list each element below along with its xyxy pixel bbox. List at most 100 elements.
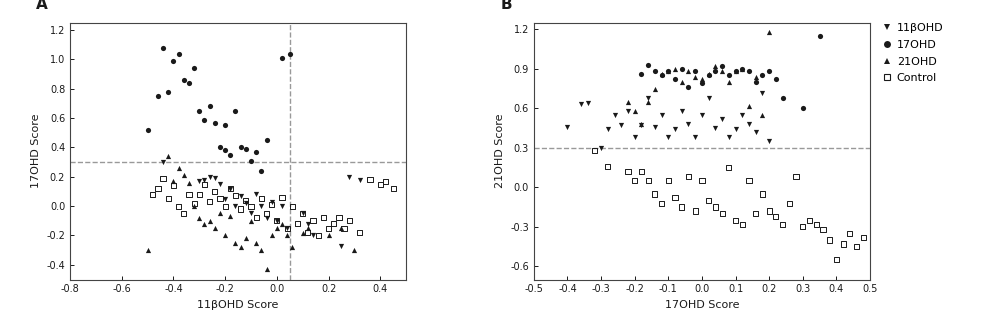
Point	[212, 196, 228, 202]
Point	[573, 102, 589, 107]
Point	[748, 79, 764, 84]
Point	[721, 73, 737, 78]
Point	[714, 116, 730, 122]
Point	[647, 191, 663, 197]
Point	[660, 69, 676, 74]
Point	[341, 174, 357, 179]
Point	[680, 122, 696, 127]
Point	[694, 81, 710, 86]
Point	[372, 182, 388, 187]
Point	[660, 69, 676, 74]
Point	[165, 58, 181, 63]
Point	[253, 196, 269, 202]
Point	[620, 169, 636, 174]
Point	[160, 89, 176, 94]
Point	[196, 117, 212, 122]
Point	[754, 73, 770, 78]
Point	[734, 66, 750, 72]
Text: B: B	[500, 0, 512, 12]
Point	[212, 211, 228, 216]
Point	[279, 226, 295, 231]
Point	[233, 206, 249, 212]
Point	[248, 149, 264, 154]
Point	[171, 203, 187, 209]
Point	[346, 248, 362, 253]
Point	[233, 245, 249, 250]
Point	[680, 174, 696, 179]
Point	[274, 203, 290, 209]
Point	[761, 139, 777, 144]
Point	[284, 203, 300, 209]
Point	[274, 221, 290, 226]
Point	[202, 104, 218, 109]
Point	[761, 208, 777, 214]
Point	[660, 178, 676, 183]
Point	[155, 176, 171, 181]
Point	[269, 218, 285, 223]
Point	[707, 125, 723, 131]
Point	[362, 177, 378, 182]
Point	[181, 192, 197, 197]
Point	[707, 204, 723, 210]
Point	[795, 224, 811, 229]
Point	[160, 196, 176, 202]
Point	[701, 198, 717, 203]
Point	[331, 215, 347, 220]
Point	[217, 148, 233, 153]
Point	[222, 214, 238, 219]
Point	[654, 112, 670, 118]
Point	[741, 103, 757, 108]
Point	[227, 108, 243, 113]
Point	[647, 124, 663, 129]
Point	[253, 248, 269, 253]
Point	[822, 237, 838, 242]
Point	[647, 69, 663, 74]
Point	[217, 203, 233, 209]
Point	[633, 123, 649, 128]
Point	[295, 211, 311, 216]
Point	[336, 226, 352, 231]
Point	[238, 201, 254, 206]
Point	[714, 64, 730, 69]
Point	[196, 177, 212, 182]
Point	[714, 211, 730, 216]
Point	[186, 201, 202, 206]
Point	[207, 189, 223, 194]
Point	[815, 227, 831, 232]
Point	[721, 79, 737, 84]
Point	[176, 173, 192, 178]
Point	[176, 211, 192, 216]
Point	[243, 218, 259, 223]
Point	[259, 215, 275, 220]
Point	[385, 186, 401, 191]
Point	[248, 192, 264, 197]
Point	[748, 74, 764, 79]
Point	[600, 127, 616, 132]
Y-axis label: 17OHD Score: 17OHD Score	[31, 114, 41, 188]
Point	[259, 137, 275, 143]
Point	[207, 120, 223, 125]
Point	[207, 226, 223, 231]
Point	[741, 122, 757, 127]
Point	[140, 248, 156, 253]
Point	[559, 124, 575, 129]
Y-axis label: 21OHD Score: 21OHD Score	[495, 114, 505, 188]
Point	[305, 233, 321, 238]
Point	[171, 165, 187, 171]
Point	[627, 108, 643, 113]
Point	[202, 174, 218, 179]
Point	[633, 122, 649, 127]
Point	[728, 69, 744, 74]
Point	[352, 177, 368, 182]
Point	[160, 154, 176, 159]
Point	[633, 169, 649, 174]
Point	[274, 55, 290, 60]
Point	[196, 221, 212, 226]
Point	[326, 221, 342, 226]
Point	[186, 66, 202, 71]
Point	[243, 203, 259, 209]
Point	[145, 192, 161, 197]
Point	[352, 230, 368, 235]
Point	[667, 195, 683, 201]
Point	[269, 218, 285, 223]
